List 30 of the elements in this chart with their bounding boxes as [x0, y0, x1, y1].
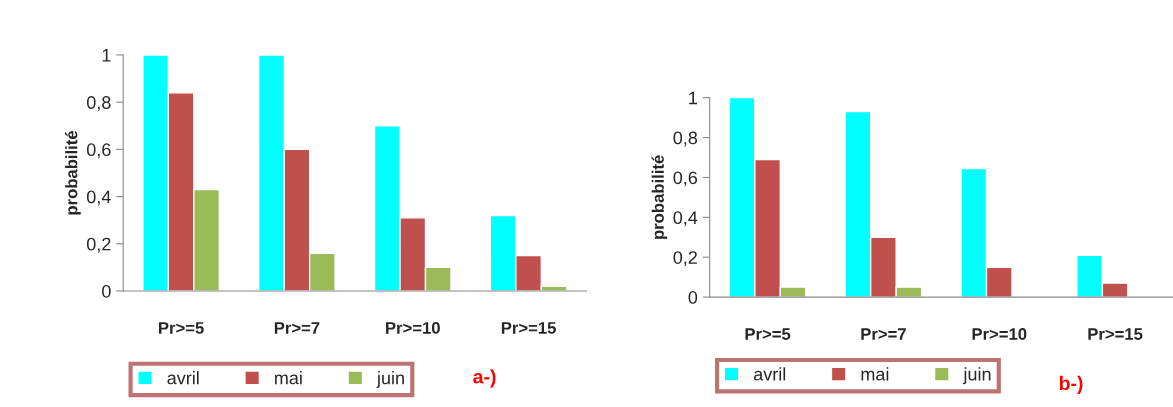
y-tick-label: 0,2 [673, 251, 697, 267]
y-tick-label: 0,6 [86, 143, 111, 159]
x-tick-label: Pr>=15 [1088, 328, 1143, 340]
text: a-) [473, 369, 496, 388]
text: b-) [1059, 375, 1083, 394]
y-tick-label: 0,4 [86, 190, 111, 206]
x-tick-label: Pr>=15 [501, 322, 556, 334]
y-tick-label: 0,2 [86, 237, 111, 253]
y-axis-title: probabilité [651, 155, 668, 239]
x-tick-label: Pr>=5 [159, 322, 204, 334]
legend-label: juin [963, 367, 991, 385]
legend-label: avril [167, 371, 199, 385]
legend-label: mai [275, 371, 302, 385]
x-tick-label: Pr>=10 [972, 328, 1027, 340]
x-tick-label: Pr>=5 [745, 328, 791, 340]
x-tick-label: Pr>=10 [386, 322, 440, 334]
x-tick-label: Pr>=7 [861, 328, 906, 340]
y-tick-label: 0,8 [673, 131, 698, 147]
x-tick-label: Pr>=7 [274, 322, 320, 334]
y-axis-title: probabilité [65, 130, 81, 215]
y-tick-label: 0,6 [673, 171, 698, 187]
y-tick-label: 0 [102, 284, 111, 298]
y-tick-label: 0 [688, 291, 698, 304]
legend-label: mai [861, 367, 889, 381]
y-tick-label: 1 [102, 49, 111, 62]
legend-label: juin [376, 371, 404, 388]
y-tick-label: 0,4 [673, 211, 698, 227]
legend-label: avril [753, 367, 786, 381]
y-tick-label: 0,8 [86, 96, 111, 112]
y-tick-label: 1 [689, 91, 697, 105]
